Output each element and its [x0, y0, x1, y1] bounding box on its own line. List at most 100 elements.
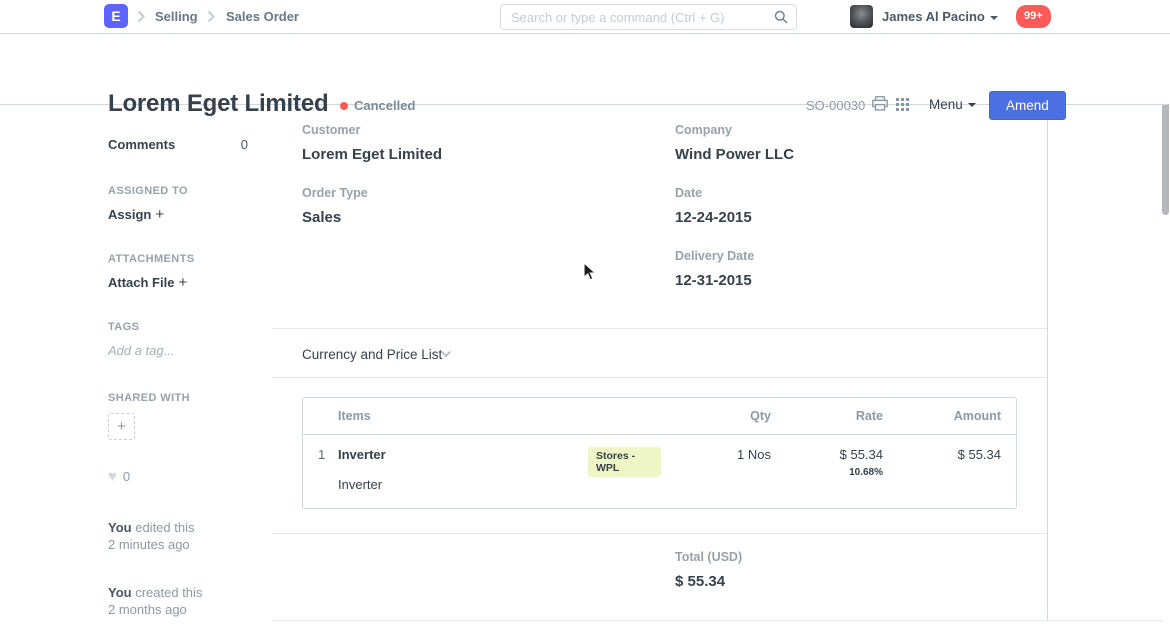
printer-icon [872, 96, 888, 111]
menu-label: Menu [929, 97, 963, 112]
field-delivery-date: Delivery Date 12-31-2015 [675, 249, 1015, 289]
activity-action: created this [135, 585, 203, 600]
qty-cell: 1 Nos [737, 447, 771, 462]
print-button[interactable] [872, 96, 888, 114]
sidebar-item-comments[interactable]: Comments 0 [108, 137, 248, 152]
form-column-left: Customer Lorem Eget Limited Order Type S… [302, 123, 642, 249]
likes-count: 0 [122, 469, 131, 484]
add-tag-input[interactable]: Add a tag... [108, 343, 175, 358]
breadcrumb-chevron-icon [207, 10, 215, 23]
breadcrumb-sales-order[interactable]: Sales Order [226, 9, 299, 24]
activity-created: You created this 2 months ago [108, 584, 258, 618]
total-label: Total (USD) [675, 550, 743, 564]
field-label: Order Type [302, 186, 368, 200]
status-badge: Cancelled [340, 98, 415, 113]
field-label: Date [675, 186, 703, 200]
search-icon[interactable] [774, 10, 788, 24]
assign-button[interactable]: Assign + [108, 206, 164, 223]
page-header: Lorem Eget Limited Cancelled SO-00030 Me… [0, 34, 1170, 120]
form-body: Customer Lorem Eget Limited Order Type S… [272, 105, 1048, 620]
item-name[interactable]: Inverter [338, 447, 386, 462]
field-value: Lorem Eget Limited [302, 146, 443, 163]
section-divider [272, 533, 1047, 534]
notifications-badge[interactable]: 99+ [1016, 5, 1051, 28]
grid-report-button[interactable] [896, 98, 909, 114]
form-sidebar: Comments 0 ASSIGNED TO Assign + ATTACHMEN… [0, 105, 273, 620]
global-search [500, 4, 797, 30]
total-value: $ 55.34 [675, 573, 726, 590]
field-value: 12-24-2015 [675, 209, 752, 226]
status-label: Cancelled [354, 98, 416, 113]
page-bottom-divider [272, 620, 1163, 621]
app-logo-letter: E [111, 8, 121, 24]
vertical-scrollbar[interactable] [1162, 2, 1169, 215]
heart-icon[interactable]: ♥ [108, 468, 117, 485]
chevron-down-icon [440, 350, 452, 358]
field-value: Wind Power LLC [675, 146, 795, 163]
table-row[interactable]: 1 Inverter Inverter Stores - WPL 1 Nos $… [303, 435, 1016, 508]
app-logo[interactable]: E [104, 4, 128, 28]
activity-when: 2 minutes ago [108, 537, 190, 552]
chevron-down-icon [967, 103, 976, 108]
attachments-heading: ATTACHMENTS [108, 253, 195, 265]
user-menu[interactable]: James Al Pacino [882, 9, 998, 24]
field-label: Company [675, 123, 732, 137]
breadcrumb-selling[interactable]: Selling [155, 9, 198, 24]
items-table-header: Items Qty Rate Amount [303, 398, 1016, 435]
document-id: SO-00030 [806, 98, 866, 113]
field-customer: Customer Lorem Eget Limited [302, 123, 642, 163]
field-date: Date 12-24-2015 [675, 186, 1015, 226]
section-title: Currency and Price List [302, 347, 443, 362]
top-navbar: E Selling Sales Order James Al Pacino 99… [0, 0, 1170, 34]
field-label: Customer [302, 123, 361, 137]
attach-file-button[interactable]: Attach File + [108, 274, 187, 291]
rate-margin-percent: 10.68% [849, 467, 883, 478]
breadcrumb-chevron-icon [137, 10, 145, 23]
plus-icon: + [178, 274, 188, 291]
amount-cell: $ 55.34 [957, 447, 1001, 462]
header-amount: Amount [953, 409, 1001, 423]
user-avatar[interactable] [850, 5, 873, 28]
plus-icon: + [117, 418, 126, 435]
status-dot-icon [340, 101, 348, 110]
header-qty: Qty [750, 409, 771, 423]
amend-button[interactable]: Amend [989, 91, 1066, 120]
section-currency-and-price-list[interactable]: Currency and Price List [272, 328, 1047, 378]
activity-edited: You edited this 2 minutes ago [108, 519, 258, 553]
field-value: Sales [302, 209, 342, 226]
like-widget: ♥ 0 [108, 469, 130, 484]
field-value: 12-31-2015 [675, 272, 752, 289]
warehouse-cell: Stores - WPL [568, 447, 661, 492]
activity-who: You [108, 520, 132, 535]
form-column-right: Company Wind Power LLC Date 12-24-2015 D… [675, 123, 1015, 312]
totals-section: Total (USD) $ 55.34 [675, 550, 742, 590]
row-index: 1 [318, 447, 326, 462]
search-input[interactable] [511, 6, 766, 28]
menu-button[interactable]: Menu [929, 97, 976, 112]
comments-label: Comments [108, 137, 176, 152]
rate-value: $ 55.34 [839, 447, 883, 462]
items-table: Items Qty Rate Amount 1 Inverter Inverte… [302, 397, 1017, 509]
attach-file-label: Attach File [108, 275, 175, 290]
activity-action: edited this [135, 520, 195, 535]
notifications-count: 99+ [1024, 10, 1043, 22]
field-order-type: Order Type Sales [302, 186, 642, 226]
field-company: Company Wind Power LLC [675, 123, 1015, 163]
activity-who: You [108, 585, 132, 600]
assign-label: Assign [108, 207, 152, 222]
field-label: Delivery Date [675, 249, 755, 263]
share-add-button[interactable]: + [108, 413, 135, 440]
shared-with-heading: SHARED WITH [108, 392, 191, 404]
page-title: Lorem Eget Limited [108, 90, 329, 117]
rate-cell: $ 55.34 10.68% [771, 447, 883, 492]
header-rate: Rate [855, 409, 883, 423]
header-items: Items [338, 409, 371, 423]
item-description: Inverter [338, 477, 383, 492]
plus-icon: + [155, 206, 165, 223]
item-cell: Inverter Inverter [338, 447, 568, 492]
warehouse-tag: Stores - WPL [588, 447, 661, 477]
assigned-to-heading: ASSIGNED TO [108, 185, 188, 197]
grid-icon [896, 98, 909, 111]
activity-when: 2 months ago [108, 602, 187, 617]
comments-count: 0 [240, 137, 248, 152]
